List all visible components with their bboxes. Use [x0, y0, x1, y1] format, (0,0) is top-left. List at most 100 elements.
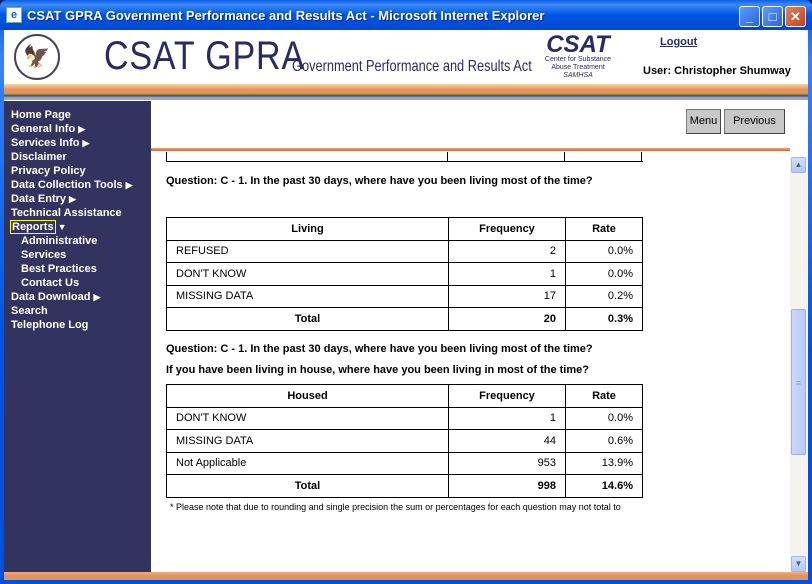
col-header: Rate: [565, 217, 643, 241]
sidebar-item-data-download[interactable]: Data Download ▶: [4, 290, 151, 304]
cell: 1: [448, 262, 566, 286]
table-header-row: Living Frequency Rate: [166, 217, 643, 241]
housed-table: Housed Frequency Rate DON'T KNOW 1 0.0% MI…: [166, 384, 643, 498]
cell: 1: [448, 406, 566, 430]
sidebar-item-telephone-log[interactable]: Telephone Log: [4, 318, 151, 332]
cell: Total: [166, 474, 449, 498]
nav-label: Data Collection Tools: [11, 179, 123, 191]
ie-icon: e: [6, 7, 22, 23]
user-label: User: Christopher Shumway: [643, 65, 791, 77]
table-row: DON'T KNOW 1 0.0%: [166, 406, 643, 430]
maximize-button[interactable]: □: [762, 6, 783, 27]
total-row: Total 20 0.3%: [166, 307, 643, 331]
cell: 0.2%: [565, 284, 643, 308]
sidebar-item-data-collection-tools[interactable]: Data Collection Tools ▶: [4, 178, 151, 192]
cell: 17: [448, 284, 566, 308]
sidebar-item-data-entry[interactable]: Data Entry ▶: [4, 192, 151, 206]
nav-label: Best Practices: [21, 263, 97, 275]
scroll-down-icon[interactable]: ▼: [791, 556, 806, 572]
cell: 20: [448, 307, 566, 331]
cell: REFUSED: [166, 239, 449, 263]
sidebar-item-contact-us[interactable]: Contact Us: [4, 276, 151, 290]
sidebar-item-technical-assistance[interactable]: Technical Assistance: [4, 206, 151, 220]
sidebar-item-general-info[interactable]: General Info ▶: [4, 122, 151, 136]
nav-label: Privacy Policy: [11, 165, 86, 177]
sidebar-item-search[interactable]: Search: [4, 304, 151, 318]
nav-label: Search: [11, 305, 48, 317]
sidebar-item-reports[interactable]: Reports ▼: [4, 220, 151, 234]
nav-label: Services Info: [11, 137, 80, 149]
nav-label: Disclaimer: [11, 151, 67, 163]
sidebar-item-home[interactable]: Home Page: [4, 108, 151, 122]
cell: 0.0%: [565, 406, 643, 430]
subquestion-2: If you have been living in house, where …: [166, 364, 589, 376]
menu-button[interactable]: Menu: [686, 109, 721, 134]
col-header: Living: [166, 217, 449, 241]
arrow-right-icon: ▶: [69, 194, 76, 204]
cell: 13.9%: [565, 451, 643, 475]
cell: DON'T KNOW: [166, 406, 449, 430]
scroll-thumb[interactable]: ≡: [791, 309, 806, 455]
cell: 14.6%: [565, 474, 643, 498]
arrow-right-icon: ▶: [125, 180, 133, 190]
csat-logo-line2: Abuse Treatment: [551, 64, 605, 71]
cell: 44: [448, 429, 566, 453]
living-table: Living Frequency Rate REFUSED 2 0.0% DON'T…: [166, 217, 643, 331]
footer-stripe: [4, 572, 808, 580]
table-row: MISSING DATA 17 0.2%: [166, 284, 643, 308]
title-bar: e CSAT GPRA Government Performance and R…: [0, 0, 812, 30]
report-area: Menu Previous Question: C - 1. In the pa…: [151, 101, 790, 572]
window-title: CSAT GPRA Government Performance and Res…: [27, 8, 545, 23]
cell: MISSING DATA: [166, 284, 449, 308]
nav-label: Contact Us: [21, 277, 80, 289]
cell: 998: [448, 474, 566, 498]
vertical-scrollbar[interactable]: ▲ ≡ ▼: [790, 157, 807, 572]
close-button[interactable]: ✕: [785, 6, 806, 27]
minimize-button[interactable]: _: [739, 6, 760, 27]
table-row: REFUSED 2 0.0%: [166, 239, 643, 263]
nav-label: Home Page: [11, 109, 71, 121]
logo-subtitle: Government Performance and Results Act: [292, 58, 532, 75]
sidebar-item-services[interactable]: Services: [4, 248, 151, 262]
col-header: Housed: [166, 384, 449, 408]
sidebar-item-administrative[interactable]: Administrative: [4, 234, 151, 248]
footnote: * Please note that due to rounding and s…: [170, 502, 621, 512]
header-stripes: [4, 84, 808, 100]
csat-logo-text: CSAT: [546, 31, 610, 58]
col-header: Rate: [565, 384, 643, 408]
arrow-right-icon: ▶: [93, 292, 101, 302]
sidebar-item-best-practices[interactable]: Best Practices: [4, 262, 151, 276]
nav-label: General Info: [11, 123, 76, 135]
sidebar-item-disclaimer[interactable]: Disclaimer: [4, 150, 151, 164]
sidebar-item-services-info[interactable]: Services Info ▶: [4, 136, 151, 150]
csat-logo-line3: SAMHSA: [563, 72, 593, 79]
sidebar: Home Page General Info ▶ Services Info ▶ D…: [4, 101, 151, 572]
cell: MISSING DATA: [166, 429, 449, 453]
logout-link[interactable]: Logout: [660, 36, 698, 48]
page-content: 🦅 CSAT GPRA Government Performance and R…: [4, 30, 808, 580]
report-scroll-region: Question: C - 1. In the past 30 days, wh…: [151, 152, 790, 572]
total-row: Total 998 14.6%: [166, 474, 643, 498]
hhs-seal-icon: 🦅: [14, 34, 60, 80]
arrow-right-icon: ▶: [78, 124, 86, 134]
sidebar-item-privacy-policy[interactable]: Privacy Policy: [4, 164, 151, 178]
nav-label: Services: [21, 249, 67, 261]
divider: [151, 148, 790, 151]
nav-label: Administrative: [21, 235, 98, 247]
previous-button[interactable]: Previous: [724, 109, 785, 134]
cell: Not Applicable: [166, 451, 449, 475]
cell: 0.6%: [565, 429, 643, 453]
nav-label: Telephone Log: [11, 319, 89, 331]
nav-label: Data Entry: [11, 193, 67, 205]
previous-table-fragment: [166, 152, 643, 162]
logo-main: CSAT GPRA: [104, 34, 305, 78]
cell: 0.0%: [565, 262, 643, 286]
table-row: Not Applicable 953 13.9%: [166, 451, 643, 475]
scroll-up-icon[interactable]: ▲: [791, 157, 806, 173]
arrow-down-icon: ▼: [57, 222, 67, 232]
question-2: Question: C - 1. In the past 30 days, wh…: [166, 343, 593, 355]
cell: 0.0%: [565, 239, 643, 263]
nav-label: Data Download: [11, 291, 91, 303]
site-header: 🦅 CSAT GPRA Government Performance and R…: [4, 30, 808, 84]
